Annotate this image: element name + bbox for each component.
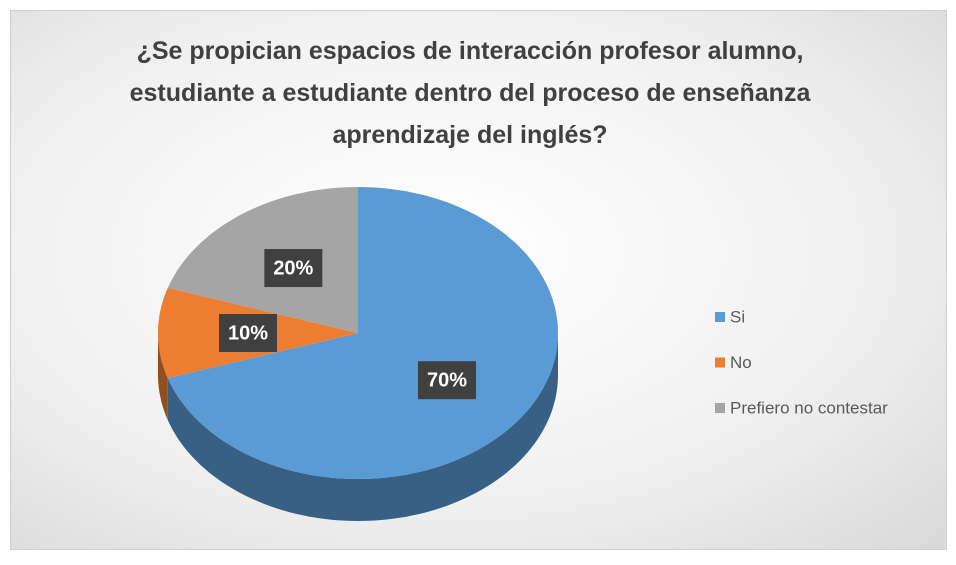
data-label: 70% <box>427 369 467 391</box>
legend-label: Prefiero no contestar <box>730 398 888 417</box>
data-label-box <box>219 314 277 352</box>
slice-side <box>158 333 168 421</box>
data-label: 20% <box>273 257 313 279</box>
legend-marker <box>715 312 725 322</box>
slice <box>167 187 358 333</box>
slice-side <box>167 333 559 521</box>
chart-title: ¿Se propician espacios de interacción pr… <box>129 37 811 149</box>
slice <box>167 187 559 479</box>
legend-label: No <box>730 353 752 372</box>
legend-label: Si <box>730 307 745 326</box>
data-label-box <box>264 249 323 288</box>
legend-marker <box>715 403 725 413</box>
data-label: 10% <box>228 322 268 344</box>
data-label-box <box>417 361 476 400</box>
legend-marker <box>715 357 725 368</box>
